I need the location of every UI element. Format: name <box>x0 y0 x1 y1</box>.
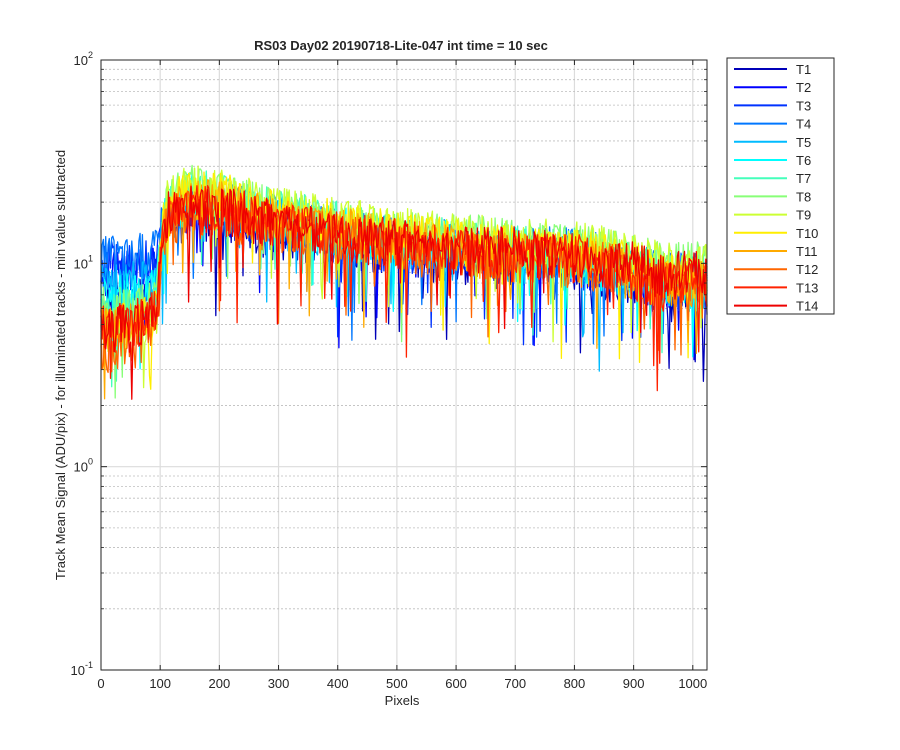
legend: T1 T2 T3 T4 T5 T6 T7 T8 T9 T10 T11 T12 T13 T14 <box>726 57 835 315</box>
axes-box <box>100 59 708 671</box>
x-tick-label: 500 <box>386 676 408 691</box>
x-tick-label: 700 <box>504 676 526 691</box>
grid <box>100 60 707 671</box>
x-tick-label: 300 <box>268 676 290 691</box>
legend-label: T12 <box>796 262 818 277</box>
y-axis-label: Track Mean Signal (ADU/pix) - for illumi… <box>53 150 68 580</box>
series-line-T14 <box>100 185 708 400</box>
x-tick-label: 600 <box>445 676 467 691</box>
legend-label: T13 <box>796 280 818 295</box>
series-line-T13 <box>100 185 708 392</box>
axis-ticks: 0 100 200 300 400 500 600 700 800 900 100010-11001… <box>71 50 708 691</box>
legend-label: T10 <box>796 226 818 241</box>
x-tick-label: 100 <box>149 676 171 691</box>
legend-label: T7 <box>796 171 811 186</box>
legend-label: T8 <box>796 189 811 204</box>
x-tick-label: 400 <box>327 676 349 691</box>
x-tick-label: 0 <box>97 676 104 691</box>
plot-area: 0 100 200 300 400 500 600 700 800 900 100010-11001… <box>71 50 708 691</box>
x-tick-label: 900 <box>623 676 645 691</box>
y-tick-exponent: 1 <box>88 253 93 263</box>
y-tick-exponent: 0 <box>88 457 93 467</box>
legend-label: T14 <box>796 299 818 314</box>
x-tick-label: 200 <box>209 676 231 691</box>
series-line-T12 <box>100 187 708 374</box>
legend-label: T9 <box>796 208 811 223</box>
legend-label: T4 <box>796 117 811 132</box>
legend-entries: T1 T2 T3 T4 T5 T6 T7 T8 T9 T10 T11 T12 T13 T14 <box>734 62 818 314</box>
legend-label: T5 <box>796 135 811 150</box>
legend-label: T1 <box>796 62 811 77</box>
x-tick-label: 800 <box>564 676 586 691</box>
legend-label: T3 <box>796 98 811 113</box>
legend-label: T6 <box>796 153 811 168</box>
legend-label: T2 <box>796 80 811 95</box>
y-tick-exponent: -1 <box>85 660 93 670</box>
chart-title: RS03 Day02 20190718-Lite-047 int time = … <box>254 38 548 53</box>
legend-label: T11 <box>796 244 817 259</box>
y-tick-exponent: 2 <box>88 50 93 60</box>
legend-box <box>726 57 835 315</box>
x-tick-label: 1000 <box>678 676 707 691</box>
axes-background <box>101 60 707 670</box>
series-lines <box>100 164 708 400</box>
x-axis-label: Pixels <box>385 693 420 708</box>
